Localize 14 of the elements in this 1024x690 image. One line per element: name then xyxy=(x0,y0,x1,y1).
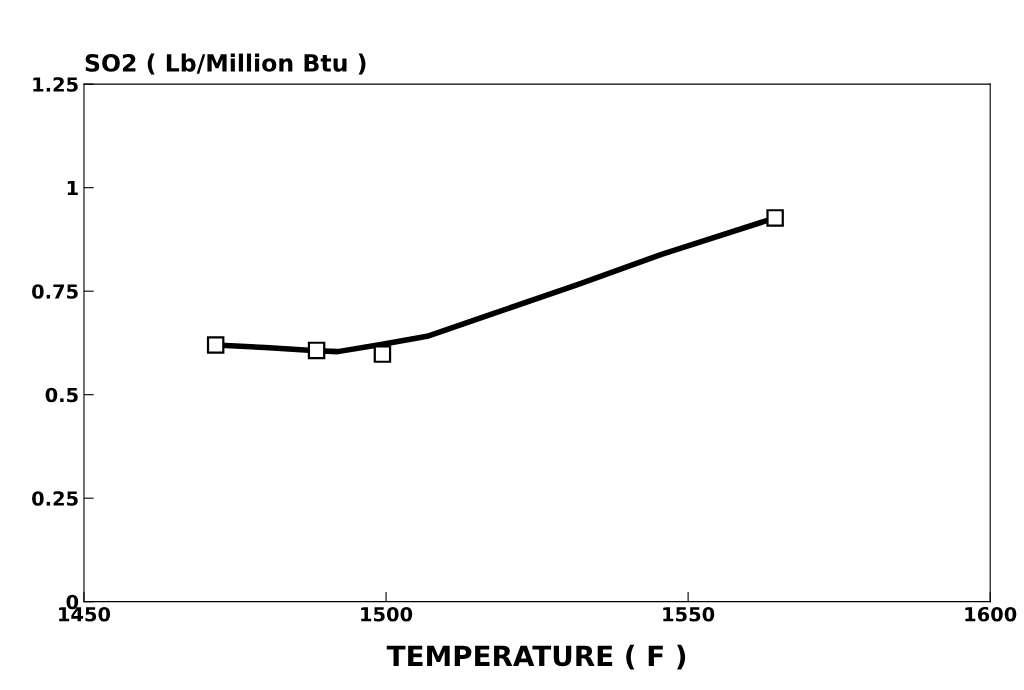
y-tick-label: 0.25 xyxy=(32,491,78,506)
point xyxy=(307,341,326,360)
point xyxy=(766,209,784,227)
y-tick-label: 0.75 xyxy=(32,284,78,299)
x-tick-label: 1550 xyxy=(663,606,715,622)
y-axis-title: SO2 ( Lb/Million Btu ) xyxy=(85,53,366,75)
x-tick-label: 1500 xyxy=(361,606,413,622)
x-axis-title: TEMPERATURE ( F ) xyxy=(386,644,686,670)
y-tick-label: 1.25 xyxy=(33,77,78,92)
point xyxy=(373,345,392,363)
y-tick-label: 0.5 xyxy=(45,387,78,403)
y-tick-label: 1 xyxy=(67,180,78,196)
x-tick-label: 1600 xyxy=(965,606,1017,622)
point xyxy=(206,336,225,354)
